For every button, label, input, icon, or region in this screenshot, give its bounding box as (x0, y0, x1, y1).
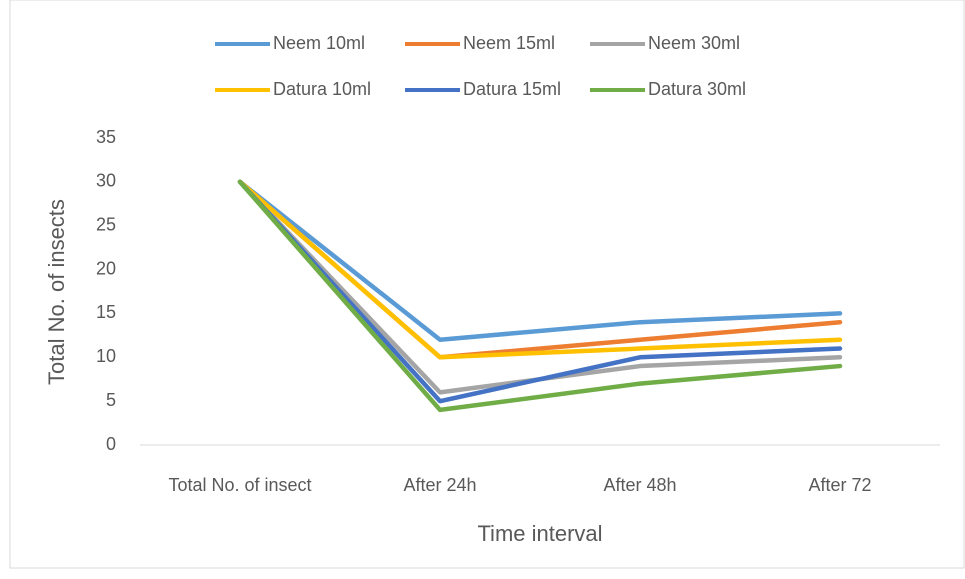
x-tick-label: After 48h (603, 475, 676, 495)
x-tick-label: After 24h (403, 475, 476, 495)
y-tick-label: 20 (96, 258, 116, 278)
chart-frame (9, 0, 965, 569)
y-tick-label: 35 (96, 127, 116, 147)
x-tick-label: Total No. of insect (168, 475, 311, 495)
y-tick-label: 25 (96, 214, 116, 234)
legend-label: Datura 15ml (463, 79, 561, 99)
series-line (237, 179, 843, 360)
legend-label: Neem 30ml (648, 33, 740, 53)
legend-label: Datura 30ml (648, 79, 746, 99)
x-tick-label: After 72 (808, 475, 871, 495)
series-line (237, 179, 843, 404)
y-tick-label: 30 (96, 171, 116, 191)
legend-label: Neem 10ml (273, 33, 365, 53)
legend-label: Neem 15ml (463, 33, 555, 53)
legend-label: Datura 10ml (273, 79, 371, 99)
y-tick-label: 10 (96, 346, 116, 366)
series-line (237, 179, 843, 342)
y-tick-label: 0 (106, 434, 116, 454)
series-line (237, 179, 843, 413)
y-tick-label: 5 (106, 390, 116, 410)
y-tick-label: 15 (96, 302, 116, 322)
y-axis-title: Total No. of insects (44, 199, 69, 385)
x-axis-title: Time interval (477, 521, 602, 546)
